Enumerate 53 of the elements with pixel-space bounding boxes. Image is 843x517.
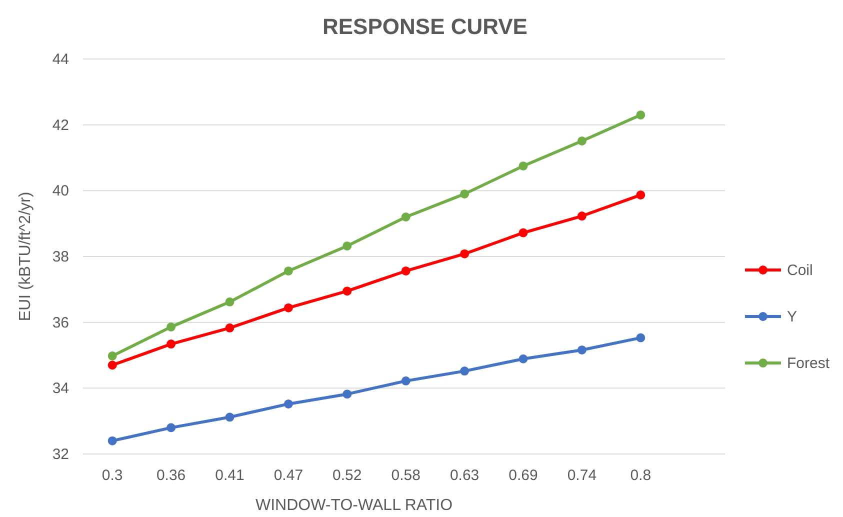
point <box>401 212 410 222</box>
chart-title: RESPONSE CURVE <box>322 14 528 39</box>
x-tick-label: 0.58 <box>391 467 420 484</box>
point <box>166 322 176 332</box>
point <box>518 161 528 170</box>
y-tick-label: 40 <box>52 182 69 200</box>
point <box>577 345 586 354</box>
y-tick-label: 44 <box>52 51 69 68</box>
point <box>342 241 352 250</box>
x-axis-title: WINDOW-TO-WALL RATIO <box>255 497 453 514</box>
point <box>166 423 176 432</box>
x-tick-label: 0.63 <box>450 467 480 484</box>
point <box>284 303 293 312</box>
point <box>225 297 234 306</box>
x-tick-label: 0.74 <box>567 467 597 484</box>
x-tick-label: 0.69 <box>508 467 538 484</box>
y-axis-title: EUI (kBTU/ft^2/yr) <box>17 192 34 322</box>
y-tick-label: 34 <box>52 380 69 398</box>
point <box>284 399 293 408</box>
point <box>460 249 470 258</box>
x-tick-label: 0.3 <box>102 467 123 484</box>
y-tick-label: 32 <box>52 446 69 463</box>
point <box>284 266 293 276</box>
point <box>225 323 234 332</box>
point <box>108 360 117 370</box>
point <box>225 412 234 422</box>
point <box>108 351 117 360</box>
point <box>577 212 586 221</box>
legend-label: Forest <box>787 355 830 372</box>
x-tick-label: 0.8 <box>630 467 652 484</box>
y-tick-label: 42 <box>52 116 69 134</box>
point <box>342 286 352 296</box>
point <box>636 333 646 342</box>
point <box>342 390 352 399</box>
point <box>636 110 646 120</box>
point <box>636 190 646 200</box>
point <box>401 376 410 386</box>
x-tick-label: 0.41 <box>215 467 244 484</box>
y-tick-label: 38 <box>52 248 69 266</box>
x-tick-label: 0.52 <box>332 467 362 484</box>
point <box>108 436 117 446</box>
legend-label: Coil <box>787 262 813 279</box>
legend-label: Y <box>787 308 798 326</box>
x-tick-label: 0.47 <box>274 467 304 484</box>
point <box>460 189 470 198</box>
point <box>518 228 528 238</box>
y-tick-label: 36 <box>52 314 69 332</box>
x-tick-label: 0.36 <box>156 467 186 484</box>
point <box>518 354 528 364</box>
point <box>577 136 586 146</box>
point <box>460 366 470 376</box>
point <box>401 266 410 276</box>
point <box>166 340 176 349</box>
